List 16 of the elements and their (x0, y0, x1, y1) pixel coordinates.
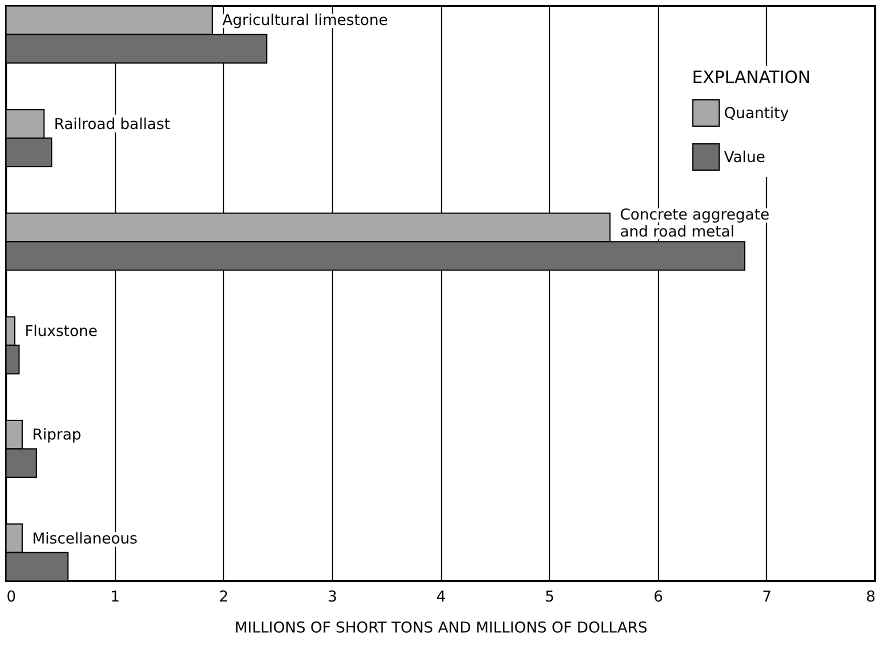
legend-title: EXPLANATION (692, 68, 811, 88)
x-tick-label: 2 (218, 588, 229, 606)
x-tick-label: 7 (762, 588, 772, 606)
x-tick-label: 8 (866, 588, 876, 606)
y-tick-label: Riprap (32, 426, 82, 444)
y-tick-label: Fluxstone (24, 322, 98, 340)
x-tick-label: 5 (544, 588, 554, 606)
x-axis-title: MILLIONS OF SHORT TONS AND MILLIONS OF DOLLARS (234, 618, 648, 636)
x-tick-label: 4 (436, 588, 446, 606)
legend-label: Value (724, 148, 766, 166)
x-tick-label: 6 (653, 588, 664, 606)
x-tick-label: 0 (6, 588, 16, 606)
legend-label: Quantity (724, 104, 789, 122)
y-tick-label: Railroad ballast (54, 114, 170, 133)
x-tick-label: 3 (328, 588, 338, 606)
x-tick-label: 1 (110, 588, 120, 606)
